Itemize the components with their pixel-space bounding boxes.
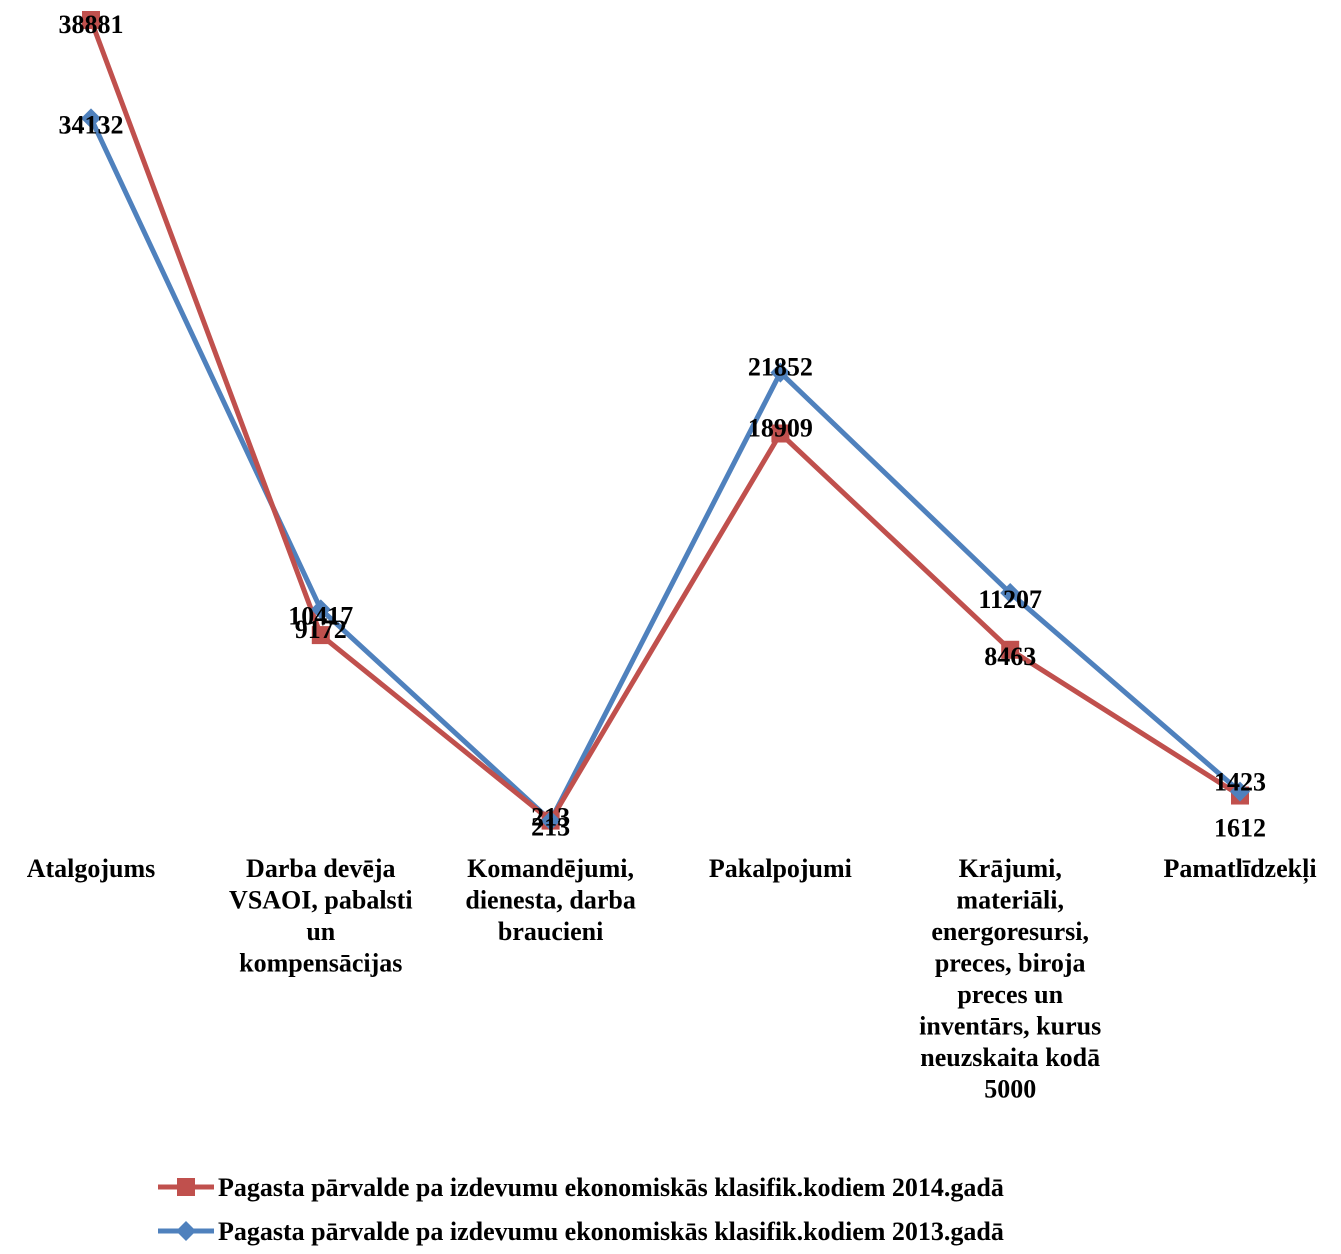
series-line-1 bbox=[88, 117, 1242, 824]
series-0-data-label-5: 1423 bbox=[1214, 768, 1266, 797]
legend-item-0: Pagasta pārvalde pa izdevumu ekonomiskās… bbox=[158, 1173, 1004, 1202]
series-1-marker-5 bbox=[1230, 781, 1250, 802]
category-label-0: Atalgojums bbox=[27, 854, 156, 883]
series-1-data-label-5: 1612 bbox=[1214, 814, 1266, 843]
series-1-marker-4 bbox=[1000, 582, 1021, 603]
legend: Pagasta pārvalde pa izdevumu ekonomiskās… bbox=[158, 1173, 1004, 1246]
legend-marker-1 bbox=[176, 1221, 196, 1241]
series-0-data-label-4: 8463 bbox=[984, 642, 1036, 671]
series-1-data-label-0: 34132 bbox=[59, 110, 124, 139]
series-lines bbox=[88, 19, 1242, 824]
data-labels: 38881 9172 213 18909 8463 1423 34132 10417 213 21… bbox=[59, 10, 1267, 843]
series-0-data-label-1: 9172 bbox=[295, 615, 347, 644]
category-label-5: Pamatlīdzekļi bbox=[1163, 854, 1316, 884]
legend-marker-0 bbox=[177, 1178, 195, 1196]
series-0-data-label-2: 213 bbox=[531, 803, 570, 832]
series-line-0 bbox=[88, 19, 1242, 824]
category-label-1: Darba devēja VSAOI, pabalsti un kompensācij… bbox=[229, 854, 413, 978]
series-0-marker-3 bbox=[771, 424, 790, 443]
category-label-4: Krājumi, materiāli, energoresursi, preces, … bbox=[919, 854, 1101, 1104]
series-1-data-label-1: 10417 bbox=[288, 601, 353, 630]
series-0-marker-4 bbox=[1001, 640, 1020, 659]
category-labels: Atalgojums Darba devēja VSAOI, pabalsti un k… bbox=[27, 854, 1317, 1104]
legend-label-0: Pagasta pārvalde pa izdevumu ekonomiskās… bbox=[218, 1173, 1004, 1202]
series-0-marker-0 bbox=[82, 11, 100, 29]
series-markers bbox=[81, 11, 1250, 831]
category-label-3: Pakalpojumi bbox=[709, 854, 852, 883]
series-0-marker-1 bbox=[311, 626, 330, 645]
series-0-data-label-0: 38881 bbox=[59, 10, 124, 39]
series-1-data-label-2: 213 bbox=[531, 813, 570, 842]
series-1-marker-2 bbox=[540, 810, 561, 831]
legend-label-1: Pagasta pārvalde pa izdevumu ekonomiskās… bbox=[218, 1217, 1004, 1246]
series-1-data-label-3: 21852 bbox=[748, 353, 813, 382]
category-label-2: Komandējumi, dienesta, darba braucieni bbox=[465, 854, 635, 946]
series-0-data-label-3: 18909 bbox=[748, 414, 813, 443]
legend-item-1: Pagasta pārvalde pa izdevumu ekonomiskās… bbox=[158, 1217, 1004, 1246]
series-1-marker-3 bbox=[770, 362, 791, 383]
series-1-marker-0 bbox=[81, 108, 101, 129]
series-1-marker-1 bbox=[310, 599, 331, 620]
series-1-data-label-4: 11207 bbox=[978, 585, 1042, 614]
